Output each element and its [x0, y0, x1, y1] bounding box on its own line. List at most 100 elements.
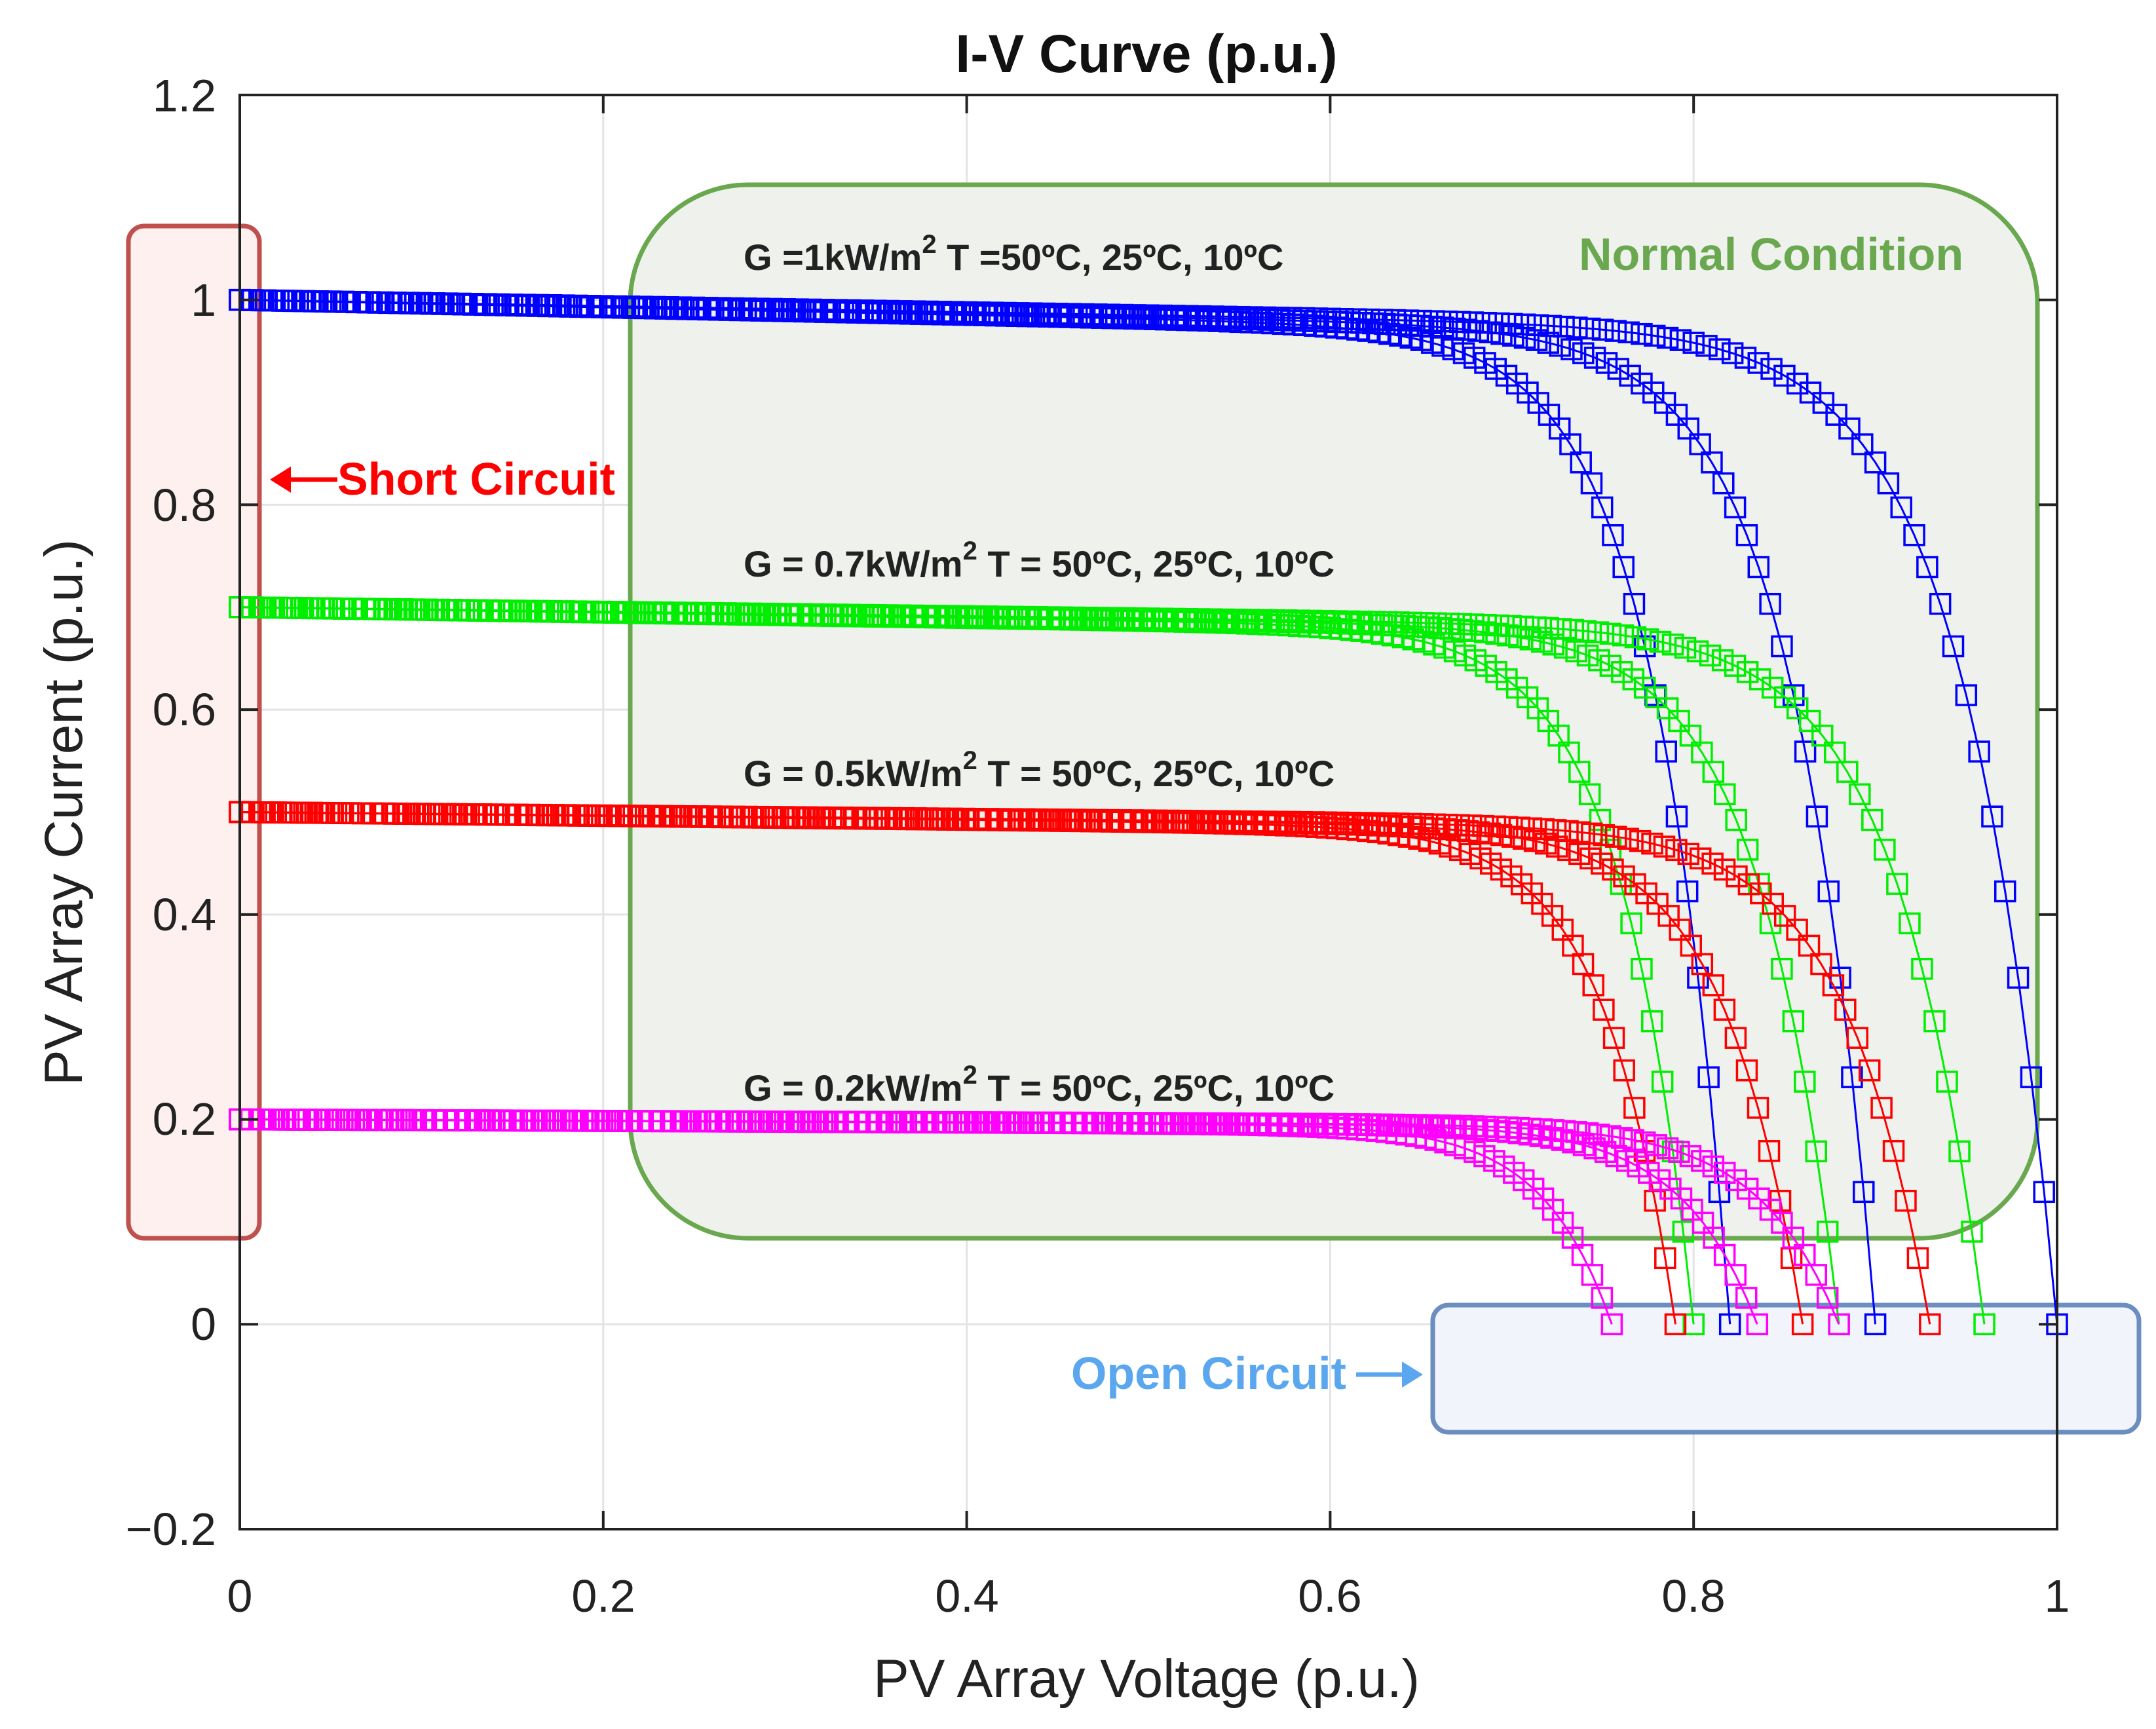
series-marker	[1798, 934, 1821, 957]
open-circuit-arrowhead	[1402, 1361, 1423, 1388]
series-marker	[1942, 635, 1965, 658]
series-marker	[1674, 636, 1697, 659]
series-marker	[930, 301, 952, 323]
series-marker	[1825, 404, 1847, 426]
series-9	[229, 801, 1941, 1336]
series-marker	[1714, 783, 1736, 806]
series-marker	[1576, 1122, 1599, 1145]
series-marker	[1655, 740, 1677, 763]
series-marker	[1656, 326, 1679, 349]
series-marker	[1150, 304, 1173, 327]
series-marker	[1657, 905, 1680, 927]
series-marker	[1526, 314, 1549, 337]
series-marker	[1424, 813, 1447, 836]
series-marker	[651, 805, 673, 827]
series-marker	[1824, 741, 1846, 764]
series-marker	[677, 601, 700, 624]
series-marker	[1623, 1097, 1646, 1119]
series-marker	[1665, 805, 1688, 827]
series-marker	[325, 802, 348, 824]
series-marker	[1649, 630, 1672, 653]
series-marker	[1460, 814, 1483, 837]
series-marker	[856, 807, 879, 829]
series-marker	[1773, 364, 1796, 387]
series-marker	[1448, 311, 1471, 333]
series-marker	[1760, 358, 1783, 380]
series-marker	[1375, 611, 1397, 634]
series-marker	[760, 806, 782, 828]
series-marker	[868, 807, 891, 829]
series-marker	[1578, 317, 1601, 340]
series-marker	[1724, 1264, 1747, 1286]
series-marker	[1124, 304, 1146, 326]
series-marker	[540, 599, 563, 622]
series-marker	[1622, 1129, 1645, 1151]
series-marker	[518, 803, 541, 826]
series-marker	[788, 1111, 811, 1133]
series-marker	[639, 601, 662, 624]
series-marker	[960, 1111, 982, 1133]
series-marker	[1641, 832, 1663, 855]
series-marker	[964, 605, 987, 628]
series-marker	[994, 301, 1017, 324]
series-marker	[502, 599, 525, 622]
series-marker	[1473, 1115, 1496, 1138]
series-marker	[1088, 607, 1111, 629]
series-marker	[1834, 998, 1857, 1021]
series-marker	[1679, 725, 1702, 747]
series-marker	[1230, 810, 1253, 833]
series-marker	[926, 605, 949, 627]
annotation-g02-post: T = 50ºC, 25ºC, 10ºC	[977, 1067, 1334, 1109]
series-marker	[1225, 609, 1248, 631]
normal-condition-label: Normal Condition	[1579, 229, 1963, 280]
series-marker	[1746, 1313, 1769, 1336]
series-marker	[1037, 808, 1060, 831]
series-line	[239, 811, 1931, 1325]
series-marker	[1050, 808, 1072, 831]
series-marker	[1699, 644, 1722, 667]
series-marker	[1735, 524, 1758, 546]
series-marker	[502, 1109, 525, 1131]
series-marker	[552, 600, 575, 622]
series-marker	[752, 602, 774, 625]
series-marker	[1501, 313, 1523, 335]
series-marker	[800, 1111, 822, 1133]
series-marker	[971, 1111, 994, 1133]
series-marker	[1188, 1112, 1211, 1135]
series-marker	[1189, 305, 1212, 328]
series-marker	[605, 1110, 628, 1132]
series-marker	[1086, 808, 1108, 831]
series-marker	[1245, 1112, 1268, 1135]
series-marker	[1472, 814, 1494, 837]
series-marker	[1580, 472, 1603, 495]
series-marker	[1591, 852, 1613, 875]
series-marker	[1624, 626, 1647, 649]
series-marker	[1870, 1097, 1893, 1119]
series-marker	[1138, 607, 1161, 630]
series-marker	[1816, 1287, 1839, 1309]
series-marker	[1587, 621, 1610, 643]
series-marker	[941, 302, 964, 324]
series-marker	[1645, 686, 1667, 708]
series-marker	[590, 600, 613, 623]
series-marker	[802, 603, 824, 626]
series-marker	[1711, 649, 1734, 672]
series-marker	[800, 298, 822, 321]
series-marker	[1313, 609, 1335, 632]
series-marker	[1291, 1112, 1314, 1135]
series-marker	[1734, 347, 1757, 369]
series-marker	[925, 1111, 948, 1133]
series-marker	[852, 603, 874, 626]
series-marker	[2020, 1066, 2043, 1088]
series-marker	[1008, 302, 1030, 324]
series-marker	[1001, 808, 1024, 830]
series-marker	[1695, 335, 1718, 357]
annotation-g07: G = 0.7kW/m2 T = 50ºC, 25ºC, 10ºC	[744, 537, 1334, 584]
series-marker	[890, 300, 913, 322]
series-marker	[1691, 741, 1713, 764]
series-marker	[506, 803, 529, 826]
series-marker	[1613, 865, 1635, 888]
series-marker	[1325, 1112, 1348, 1135]
series-marker	[889, 604, 911, 626]
series-marker	[1211, 1112, 1234, 1135]
